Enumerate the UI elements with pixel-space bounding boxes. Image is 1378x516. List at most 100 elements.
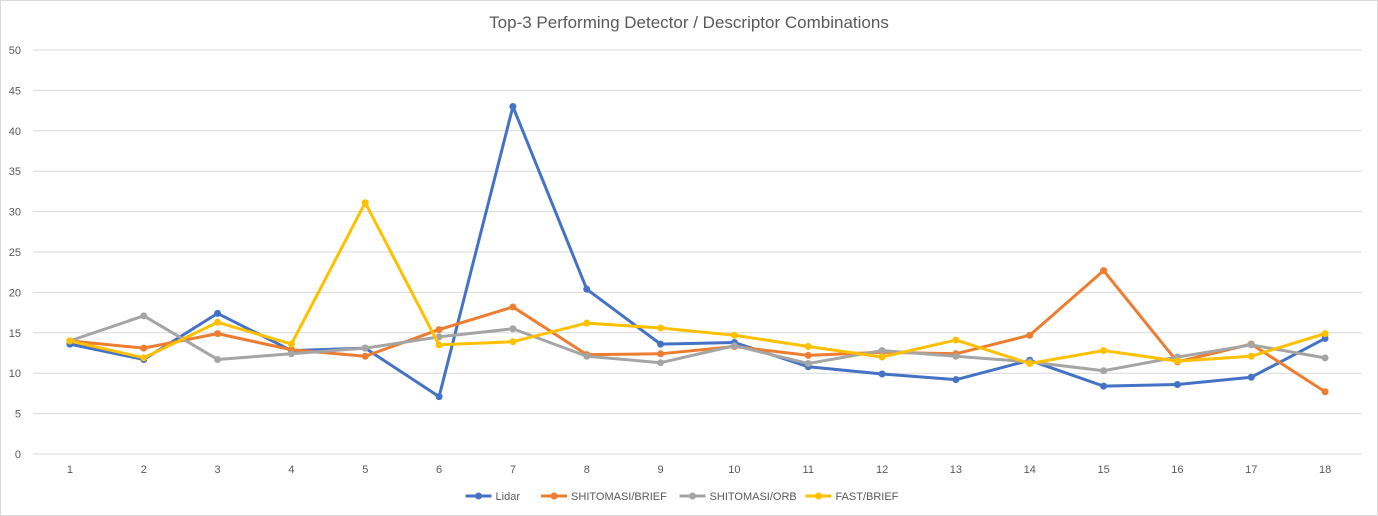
x-tick-label: 10 bbox=[728, 464, 740, 476]
x-tick-label: 17 bbox=[1245, 464, 1257, 476]
data-point bbox=[1026, 360, 1034, 368]
legend-item: SHITOMASI/BRIEF bbox=[541, 491, 667, 503]
data-point bbox=[361, 199, 369, 207]
data-point bbox=[952, 336, 960, 344]
data-point bbox=[214, 355, 222, 363]
data-point bbox=[583, 319, 591, 327]
data-point bbox=[1247, 373, 1255, 381]
y-tick-label: 30 bbox=[9, 207, 21, 219]
legend: Lidar SHITOMASI/BRIEF SHITOMASI/ORB FAST/BR… bbox=[465, 491, 899, 503]
data-point bbox=[66, 337, 74, 345]
legend-label: SHITOMASI/BRIEF bbox=[571, 491, 667, 503]
legend-label: SHITOMASI/ORB bbox=[710, 491, 797, 503]
x-tick-label: 13 bbox=[950, 464, 962, 476]
x-tick-label: 3 bbox=[215, 464, 221, 476]
data-point bbox=[1173, 357, 1181, 365]
series-fast-brief bbox=[66, 199, 1329, 368]
data-point bbox=[214, 309, 222, 317]
data-point bbox=[1100, 382, 1108, 390]
data-point bbox=[287, 350, 295, 358]
data-point bbox=[435, 393, 443, 401]
data-point bbox=[509, 325, 517, 333]
x-tick-label: 18 bbox=[1319, 464, 1331, 476]
data-point bbox=[657, 350, 665, 358]
data-point bbox=[1100, 367, 1108, 375]
y-tick-label: 0 bbox=[15, 449, 21, 461]
y-tick-label: 25 bbox=[9, 247, 21, 259]
data-point bbox=[140, 354, 148, 362]
x-tick-label: 6 bbox=[436, 464, 442, 476]
data-point bbox=[730, 342, 738, 350]
series-line bbox=[68, 314, 1327, 373]
series-shitomasi-orb bbox=[66, 312, 1329, 375]
legend-item: FAST/BRIEF bbox=[805, 491, 899, 503]
data-point bbox=[804, 343, 812, 351]
series-line bbox=[68, 201, 1327, 366]
data-point bbox=[509, 103, 517, 111]
series-line bbox=[68, 269, 1327, 394]
data-point bbox=[804, 360, 812, 368]
data-point bbox=[435, 326, 443, 334]
y-tick-label: 10 bbox=[9, 368, 21, 380]
series-layer bbox=[66, 103, 1329, 401]
data-point bbox=[435, 341, 443, 349]
data-point bbox=[361, 352, 369, 360]
data-point bbox=[583, 285, 591, 293]
x-tick-label: 11 bbox=[803, 464, 814, 476]
data-point bbox=[1321, 330, 1329, 338]
x-tick-label: 8 bbox=[584, 464, 590, 476]
data-point bbox=[1321, 388, 1329, 396]
x-tick-label: 14 bbox=[1024, 464, 1036, 476]
x-tick-label: 2 bbox=[141, 464, 147, 476]
x-tick-label: 5 bbox=[362, 464, 368, 476]
data-point bbox=[1247, 341, 1255, 349]
x-axis-ticks: 1 2 3 4 5 6 7 8 9 10 11 12 13 14 15 16 17 18 bbox=[67, 464, 1331, 476]
x-tick-label: 16 bbox=[1171, 464, 1183, 476]
y-tick-label: 15 bbox=[9, 328, 21, 340]
data-point bbox=[140, 312, 148, 320]
data-point bbox=[730, 331, 738, 339]
legend-label: FAST/BRIEF bbox=[835, 491, 898, 503]
data-point bbox=[657, 359, 665, 367]
data-point bbox=[1247, 352, 1255, 360]
data-point bbox=[509, 338, 517, 346]
data-point bbox=[1173, 381, 1181, 389]
y-tick-label: 5 bbox=[15, 409, 21, 421]
legend-marker bbox=[814, 492, 822, 500]
data-point bbox=[1026, 331, 1034, 339]
data-point bbox=[878, 353, 886, 361]
series-line bbox=[68, 105, 1327, 399]
x-tick-label: 7 bbox=[510, 464, 516, 476]
data-point bbox=[657, 340, 665, 348]
y-axis-ticks: 0 5 10 15 20 25 30 35 40 45 50 bbox=[9, 45, 21, 461]
data-point bbox=[583, 352, 591, 360]
legend-marker bbox=[475, 492, 483, 500]
data-point bbox=[952, 352, 960, 360]
y-tick-label: 20 bbox=[9, 287, 21, 299]
x-tick-label: 4 bbox=[288, 464, 294, 476]
y-tick-label: 45 bbox=[9, 85, 21, 97]
legend-marker bbox=[689, 492, 697, 500]
data-point bbox=[952, 376, 960, 384]
data-point bbox=[878, 347, 886, 355]
data-point bbox=[804, 351, 812, 359]
data-point bbox=[214, 318, 222, 326]
y-tick-label: 50 bbox=[9, 45, 21, 57]
data-point bbox=[1100, 347, 1108, 355]
data-point bbox=[1100, 267, 1108, 275]
gridlines bbox=[33, 49, 1362, 455]
legend-item: Lidar bbox=[465, 491, 521, 503]
x-tick-label: 15 bbox=[1097, 464, 1109, 476]
legend-label: Lidar bbox=[496, 491, 521, 503]
x-tick-label: 1 bbox=[67, 464, 73, 476]
x-tick-label: 9 bbox=[658, 464, 664, 476]
data-point bbox=[657, 324, 665, 332]
data-point bbox=[361, 344, 369, 352]
x-tick-label: 12 bbox=[876, 464, 888, 476]
data-point bbox=[509, 303, 517, 311]
data-point bbox=[140, 344, 148, 352]
chart-title: Top-3 Performing Detector / Descriptor C… bbox=[489, 13, 889, 32]
legend-item: SHITOMASI/ORB bbox=[679, 491, 797, 503]
